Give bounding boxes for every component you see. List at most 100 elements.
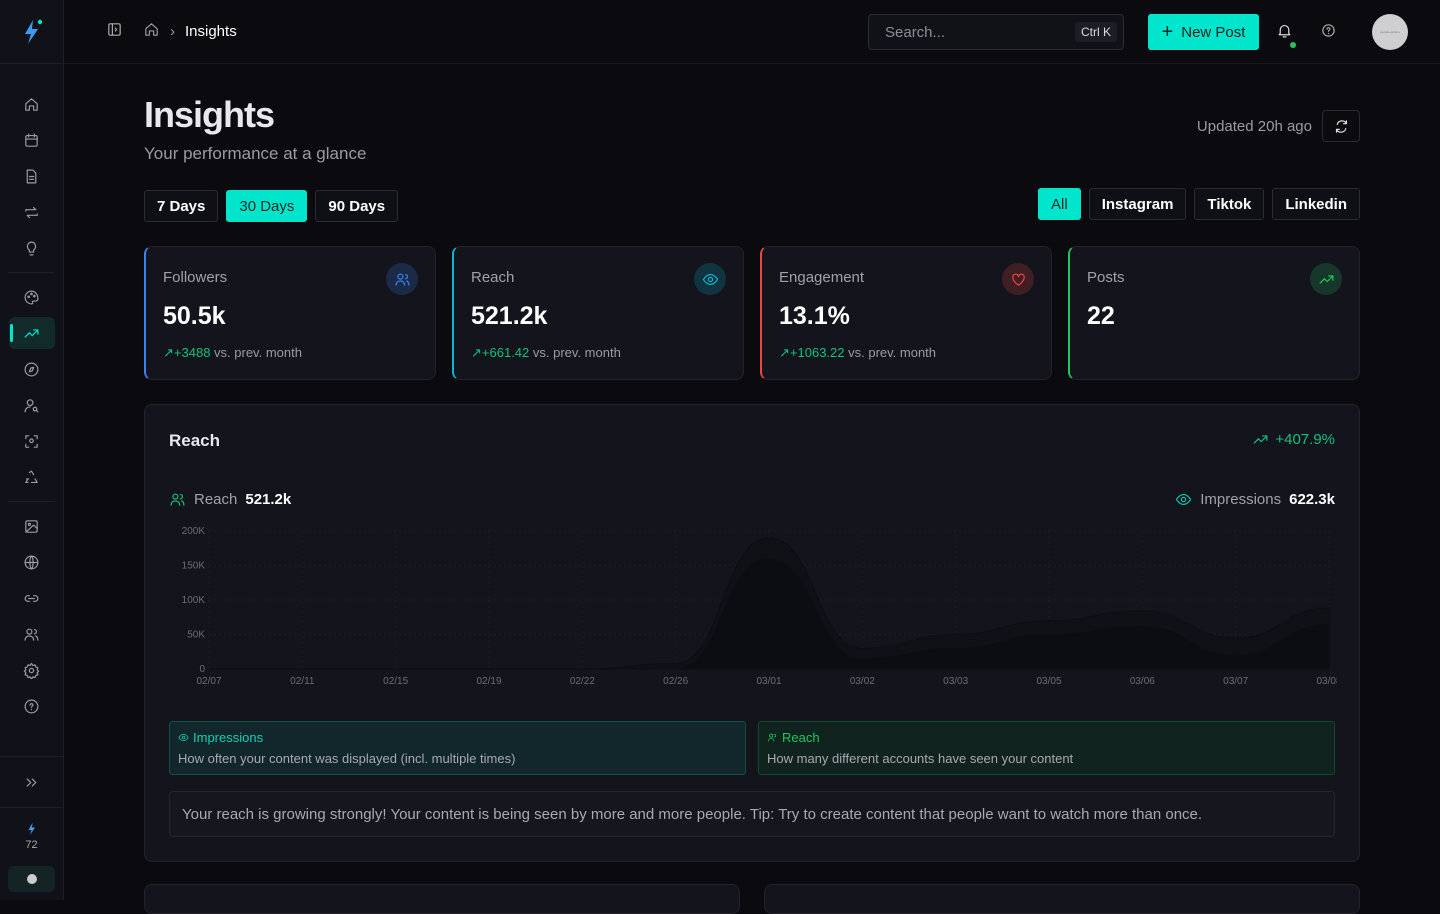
sidebar-item-settings[interactable] — [9, 654, 55, 686]
page-subtitle: Your performance at a glance — [144, 144, 367, 163]
notifications-button[interactable] — [1276, 22, 1296, 48]
help-circle-icon — [1322, 24, 1335, 37]
sidebar-item-calendar[interactable] — [9, 124, 55, 156]
trending-up-icon — [1253, 435, 1268, 444]
posts-icon — [26, 169, 37, 183]
change-suffix: vs. prev. month — [532, 345, 621, 360]
sidebar-item-explore[interactable] — [9, 353, 55, 385]
sidebar: 72 — [0, 0, 64, 900]
x-tick-label: 03/01 — [756, 676, 781, 687]
search-shortcut: Ctrl K — [1075, 22, 1117, 42]
panel-left-icon — [108, 22, 121, 36]
card-icon-badge — [1310, 263, 1342, 295]
growth-value: +407.9% — [1275, 431, 1335, 448]
x-tick-label: 03/05 — [1036, 676, 1061, 687]
avatar[interactable]: people+picture — [1372, 14, 1408, 50]
sidebar-item-team[interactable] — [9, 618, 55, 650]
info-title: Impressions — [193, 730, 264, 745]
x-tick-label: 03/06 — [1130, 676, 1155, 687]
breadcrumb-home[interactable] — [143, 21, 160, 42]
main-content: Insights Your performance at a glance Up… — [144, 64, 1360, 862]
refresh-button[interactable] — [1322, 110, 1360, 142]
panel-title: Reach — [169, 431, 221, 450]
trend-icon: ↗ — [779, 345, 790, 360]
credits: 72 — [0, 822, 63, 851]
sidebar-item-ideas[interactable] — [9, 232, 55, 264]
sidebar-item-media[interactable] — [9, 510, 55, 542]
sidebar-item-insights[interactable] — [8, 317, 55, 349]
page-title: Insights — [144, 94, 275, 135]
sidebar-item-scan[interactable] — [9, 425, 55, 457]
change-value: +3488 — [173, 345, 211, 360]
new-post-button[interactable]: + New Post — [1148, 14, 1259, 50]
card-label: Engagement — [779, 269, 865, 286]
reach-panel: Reach +407.9% Reach 521.2k Impressions 622… — [144, 404, 1360, 862]
legend-reach: Reach 521.2k — [169, 491, 291, 508]
search-input[interactable]: Search... Ctrl K — [868, 14, 1124, 50]
status-dot — [26, 874, 37, 884]
legend-impressions-label: Impressions — [1200, 491, 1282, 508]
bolt-icon — [28, 823, 35, 835]
recycle-icon — [25, 470, 38, 483]
sidebar-item-repost[interactable] — [9, 196, 55, 228]
stat-card-engagement: Engagement 13.1% ↗+1063.22 vs. prev. mon… — [760, 246, 1052, 380]
help-button[interactable] — [1320, 22, 1337, 44]
range-7-days[interactable]: 7 Days — [144, 190, 219, 222]
info-impressions: Impressions How often your content was d… — [169, 721, 746, 775]
sidebar-item-links[interactable] — [9, 582, 55, 614]
info-reach: Reach How many different accounts have s… — [758, 721, 1335, 775]
eye-icon — [702, 273, 718, 285]
card-label: Posts — [1087, 269, 1125, 286]
y-tick-label: 200K — [182, 526, 206, 537]
stat-cards: Followers 50.5k ↗+3488 vs. prev. month R… — [144, 246, 1360, 380]
expand-sidebar-button[interactable] — [0, 756, 63, 808]
sidebar-item-recycle[interactable] — [9, 461, 55, 493]
team-icon — [24, 628, 39, 641]
x-tick-label: 03/07 — [1223, 676, 1248, 687]
range-30-days[interactable]: 30 Days — [226, 190, 308, 222]
y-tick-label: 0 — [199, 664, 205, 675]
change-suffix: vs. prev. month — [848, 345, 937, 360]
x-tick-label: 03/02 — [850, 676, 875, 687]
area-reach — [208, 558, 1330, 670]
toggle-sidebar-button[interactable] — [106, 21, 123, 43]
legend-impressions: Impressions 622.3k — [1175, 491, 1335, 508]
y-tick-label: 150K — [182, 561, 206, 572]
users-icon — [395, 273, 409, 286]
range-90-days[interactable]: 90 Days — [315, 190, 399, 222]
status-toggle[interactable] — [8, 866, 55, 892]
platform-all[interactable]: All — [1038, 188, 1081, 220]
topbar: › Insights Search... Ctrl K + New Post peo… — [64, 0, 1440, 64]
platform-tiktok[interactable]: Tiktok — [1194, 188, 1265, 220]
platform-instagram[interactable]: Instagram — [1088, 188, 1187, 220]
sidebar-item-find-users[interactable] — [9, 389, 55, 421]
find-users-icon — [24, 398, 39, 412]
repost-icon — [25, 206, 38, 218]
stat-card-posts: Posts 22 — [1068, 246, 1360, 380]
change-suffix: vs. prev. month — [214, 345, 302, 360]
stat-card-reach: Reach 521.2k ↗+661.42 vs. prev. month — [452, 246, 744, 380]
card-label: Followers — [163, 269, 228, 286]
sidebar-item-help[interactable] — [9, 690, 55, 722]
x-tick-label: 03/08 — [1316, 676, 1337, 687]
sidebar-item-brand[interactable] — [9, 281, 55, 313]
sidebar-item-posts[interactable] — [9, 160, 55, 192]
users-icon — [170, 493, 185, 506]
chevrons-right-icon — [26, 777, 37, 787]
card-label: Reach — [471, 269, 515, 286]
card-value: 22 — [1087, 302, 1115, 330]
sidebar-item-web[interactable] — [9, 546, 55, 578]
app-logo[interactable] — [0, 0, 63, 64]
refresh-icon — [1335, 119, 1347, 133]
sidebar-divider — [8, 272, 55, 273]
sidebar-item-home[interactable] — [9, 88, 55, 120]
calendar-icon — [25, 133, 38, 147]
home-icon — [145, 23, 158, 36]
settings-icon — [23, 662, 40, 679]
plus-icon: + — [1161, 20, 1174, 43]
tip-box: Your reach is growing strongly! Your con… — [169, 791, 1335, 837]
change-value: +1063.22 — [789, 345, 845, 360]
y-tick-label: 50K — [187, 630, 205, 641]
stat-card-followers: Followers 50.5k ↗+3488 vs. prev. month — [144, 246, 436, 380]
platform-linkedin[interactable]: Linkedin — [1272, 188, 1360, 220]
